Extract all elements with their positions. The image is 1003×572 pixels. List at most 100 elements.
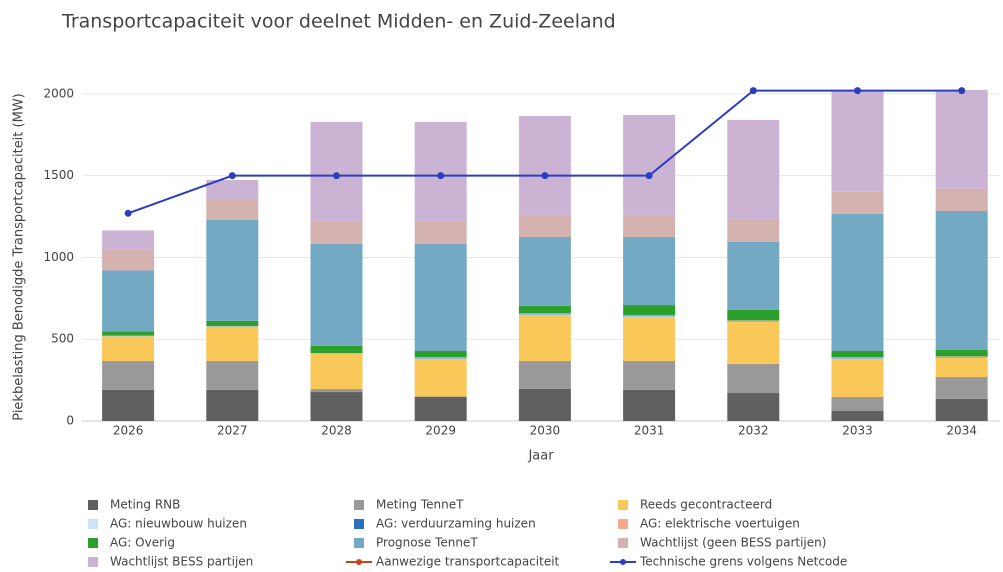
bar-segment <box>727 219 780 242</box>
bar-segment <box>935 377 988 399</box>
bar-segment <box>310 388 363 393</box>
bar-segment <box>935 357 988 359</box>
legend-swatch <box>354 538 364 548</box>
legend-label: AG: elektrische voertuigen <box>640 517 800 531</box>
bar-segment <box>623 389 676 421</box>
bar-segment <box>831 351 884 358</box>
bar-segment <box>727 322 780 364</box>
legend-dot <box>356 559 362 565</box>
bar-segment <box>831 359 884 397</box>
legend-swatch <box>88 519 98 529</box>
legend-label: Meting TenneT <box>376 498 464 512</box>
x-tick-label: 2030 <box>530 424 561 438</box>
bar-segment <box>518 306 571 314</box>
bar-segment <box>206 219 259 321</box>
bar-segment <box>310 353 363 389</box>
bar-segment <box>414 243 467 351</box>
legend-item: Aanwezige transportcapaciteit <box>346 555 560 569</box>
bar-segment <box>102 389 155 421</box>
legend-swatch <box>88 538 98 548</box>
line-point <box>749 87 757 95</box>
line-point <box>541 172 549 180</box>
legend-label: Prognose TenneT <box>376 536 478 550</box>
legend-label: Aanwezige transportcapaciteit <box>376 555 560 569</box>
bar-segment <box>935 358 988 378</box>
y-tick-label: 2000 <box>43 86 74 100</box>
bar-segment <box>623 237 676 306</box>
x-tick-label: 2027 <box>217 424 248 438</box>
bar-segment <box>206 389 259 421</box>
legend-item: AG: elektrische voertuigen <box>618 517 800 531</box>
bar-segment <box>518 314 571 316</box>
bar-segment <box>310 243 363 346</box>
line-point <box>333 172 340 180</box>
bar-segment <box>518 237 571 307</box>
x-tick-label: 2026 <box>113 424 144 438</box>
legend-label: AG: nieuwbouw huizen <box>110 517 247 531</box>
bar-segment <box>310 345 363 354</box>
bar-segment <box>102 230 155 250</box>
bar-segment <box>518 315 571 361</box>
legend-label: Meting RNB <box>110 498 180 512</box>
bar-segment <box>414 396 467 421</box>
bar-segment <box>935 188 988 211</box>
line-point <box>645 172 653 180</box>
y-tick-label: 0 <box>66 414 74 428</box>
bar-segment <box>206 326 259 361</box>
line-point <box>124 209 132 217</box>
bar-segment <box>414 221 467 244</box>
bar-segment <box>310 221 363 244</box>
bar-segment <box>727 321 780 323</box>
legend-swatch <box>618 538 628 548</box>
line-point <box>958 87 966 95</box>
legend-item: Prognose TenneT <box>354 536 478 550</box>
bar-segment <box>623 316 676 317</box>
line-point <box>437 172 445 180</box>
bar-segment <box>623 360 676 390</box>
bar-segment <box>102 336 155 361</box>
legend-dot <box>620 559 626 565</box>
bar-segment <box>414 358 467 360</box>
bar-segment <box>935 350 988 357</box>
bar-segment <box>414 351 467 358</box>
x-tick-label: 2032 <box>738 424 769 438</box>
bar-segment <box>102 249 155 271</box>
x-tick-label: 2029 <box>425 424 456 438</box>
legend-swatch <box>88 500 98 510</box>
x-tick-label: 2028 <box>321 424 352 438</box>
legend-swatch <box>618 500 628 510</box>
bar-segment <box>623 305 676 316</box>
legend-label: Technische grens volgens Netcode <box>639 555 847 569</box>
bar-segment <box>414 121 467 222</box>
legend-swatch <box>354 519 364 529</box>
bar-segment <box>727 241 780 310</box>
line-point <box>854 87 861 95</box>
bar-segment <box>102 360 155 390</box>
bar-segment <box>935 211 988 351</box>
legend-item: Reeds gecontracteerd <box>618 498 772 512</box>
y-axis-title: Piekbelasting Benodigde Transportcapacit… <box>12 93 27 420</box>
chart-title: Transportcapaciteit voor deelnet Midden-… <box>61 11 616 33</box>
bar-segment <box>206 198 259 220</box>
bar-segment <box>831 191 884 214</box>
bar-segment <box>518 388 571 421</box>
bar-segment <box>935 89 988 189</box>
bar-segment <box>102 270 155 332</box>
bar-segment <box>518 360 571 389</box>
legend-label: Wachtlijst BESS partijen <box>110 555 253 569</box>
bar-segment <box>518 215 571 238</box>
bar-segment <box>310 121 363 222</box>
y-tick-label: 500 <box>51 332 74 346</box>
x-tick-label: 2031 <box>634 424 665 438</box>
legend-swatch <box>618 519 628 529</box>
bar-segment <box>727 119 780 220</box>
bar-segment <box>623 316 676 361</box>
legend-item: AG: Overig <box>88 536 175 550</box>
bar-segment <box>102 331 155 336</box>
legend-item: Technische grens volgens Netcode <box>610 555 847 569</box>
x-tick-label: 2034 <box>946 424 977 438</box>
legend-item: AG: nieuwbouw huizen <box>88 517 247 531</box>
bar-segment <box>831 358 884 360</box>
bar-segment <box>727 393 780 421</box>
